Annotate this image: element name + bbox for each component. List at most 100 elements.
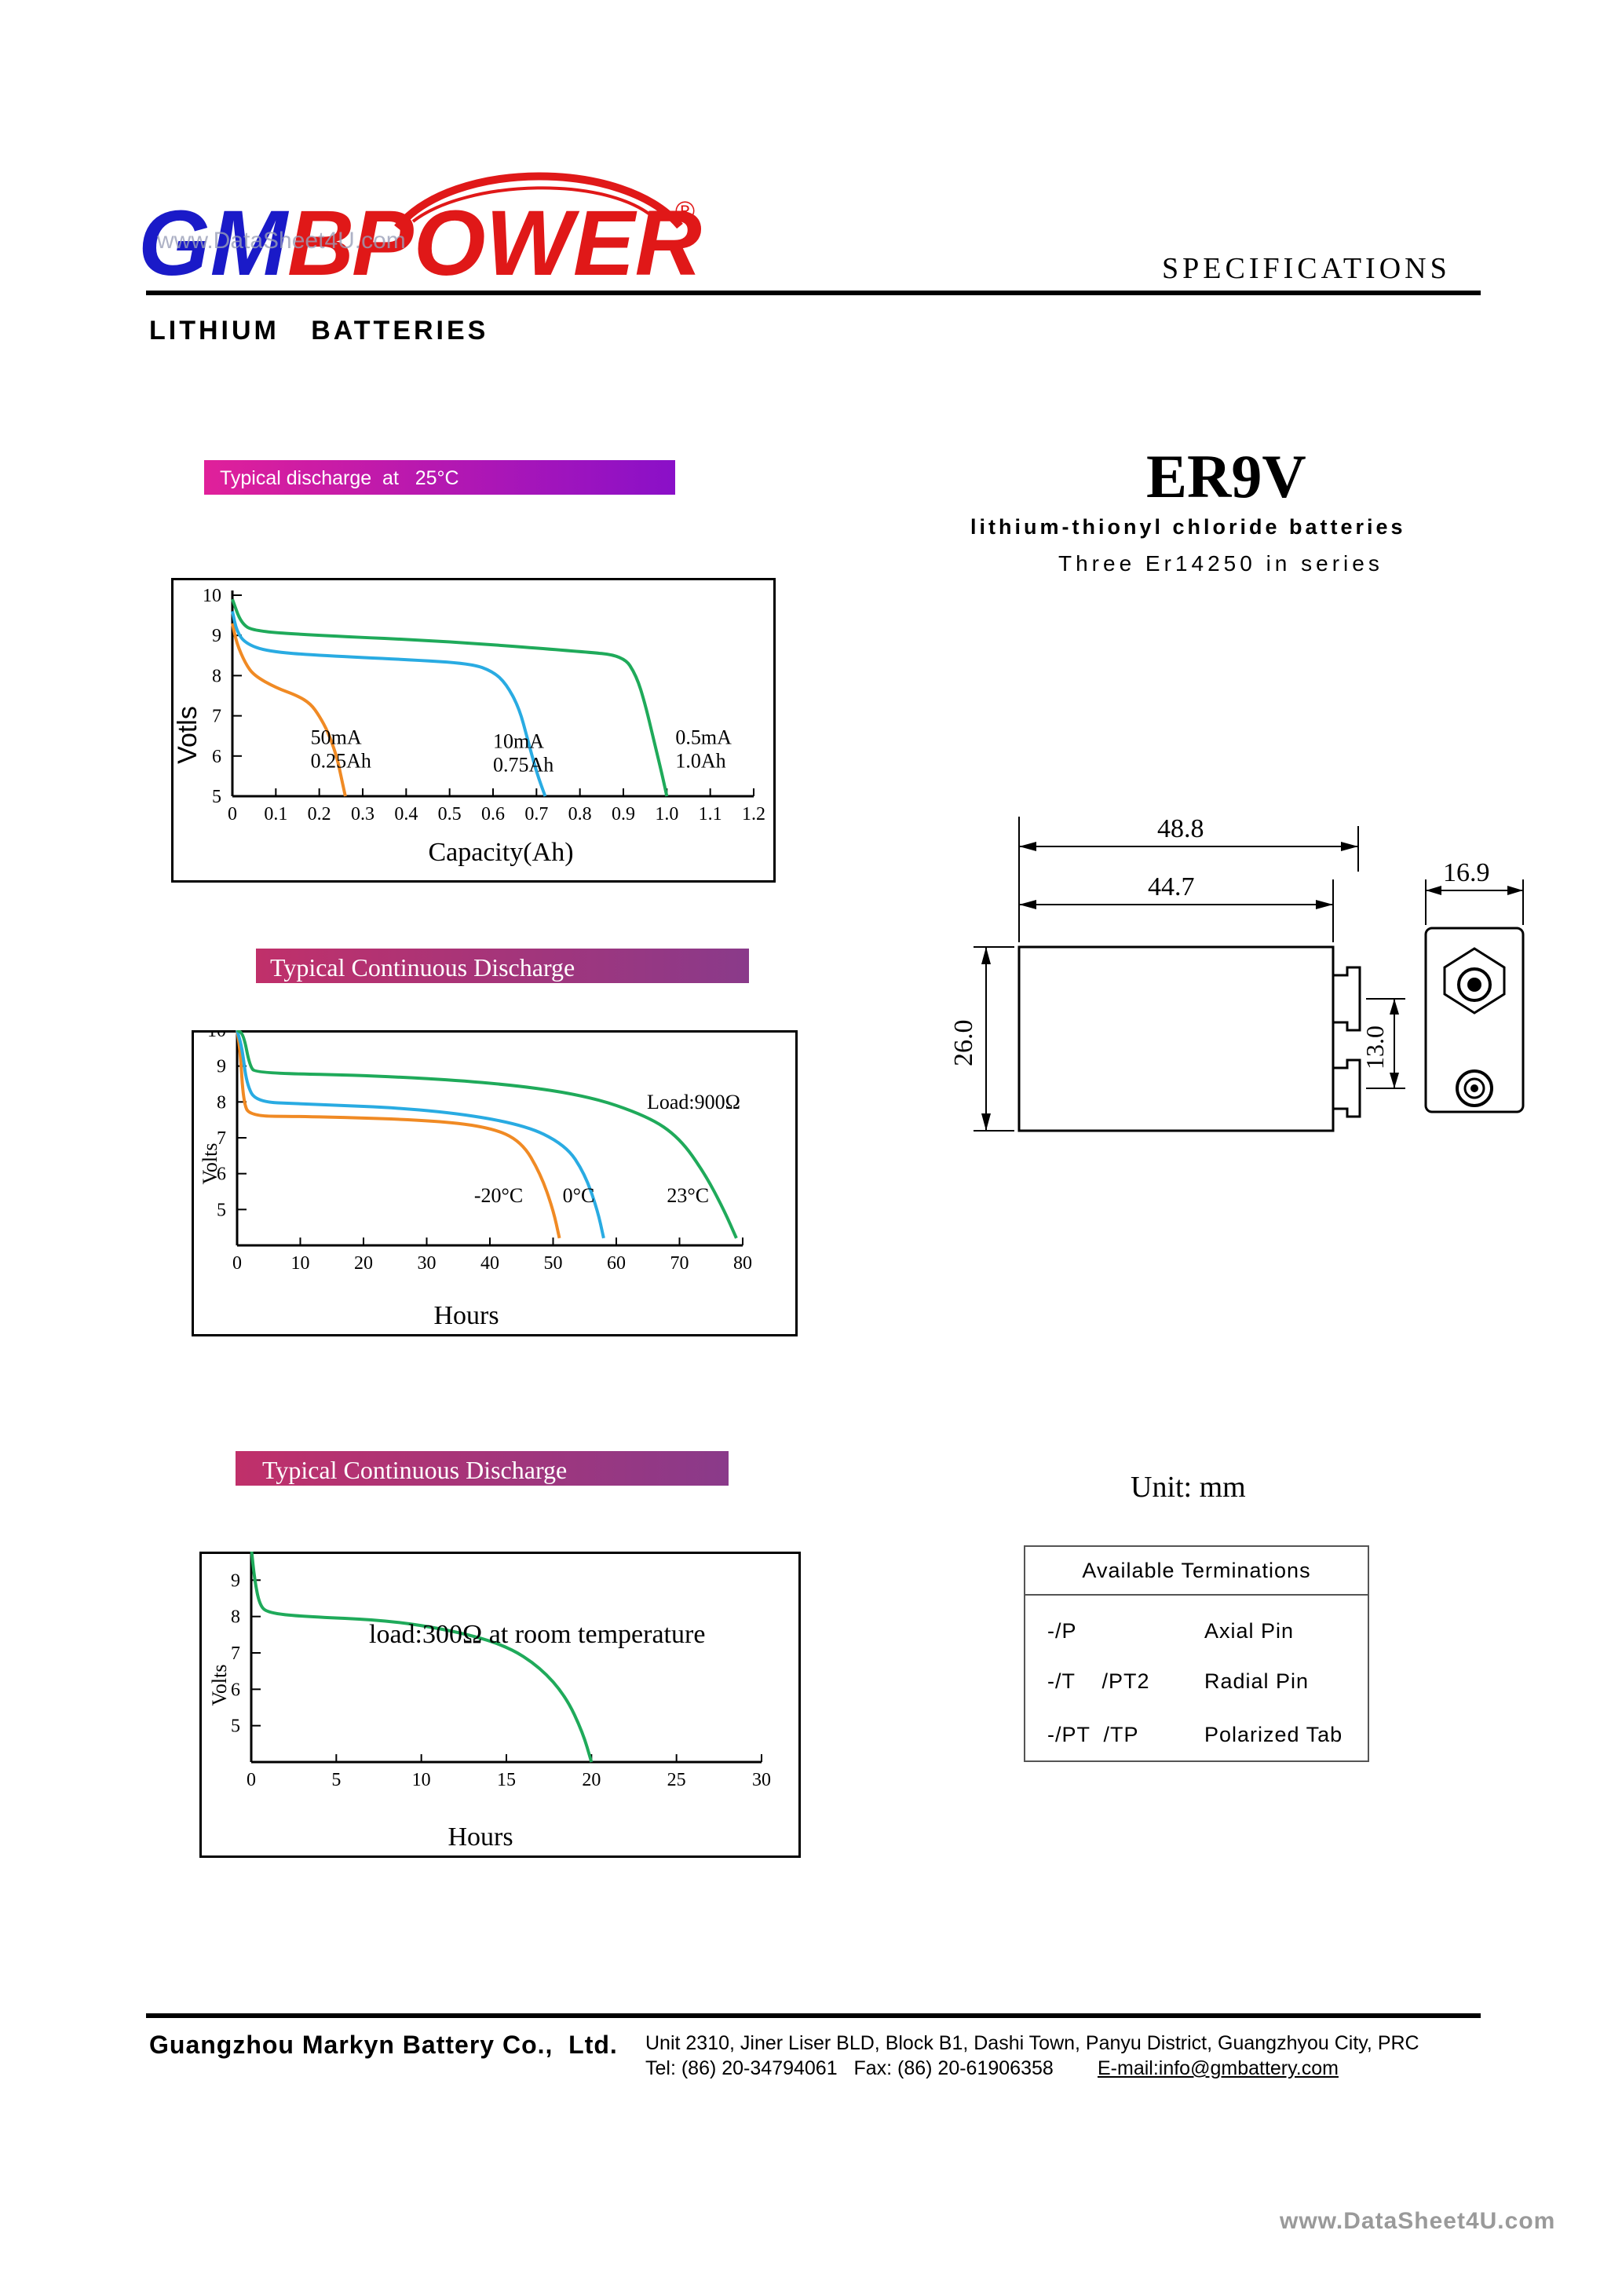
series-label: 1.0Ah xyxy=(675,749,725,772)
y-tick-label: 5 xyxy=(231,1717,240,1737)
x-tick-label: 1.0 xyxy=(655,804,678,824)
chart2-banner: Typical Continuous Discharge xyxy=(256,949,749,983)
arrow-icon xyxy=(1390,1073,1399,1088)
y-axis-label: Volts xyxy=(208,1665,231,1706)
x-tick-label: 60 xyxy=(607,1253,626,1274)
termination-type: Radial Pin xyxy=(1204,1669,1310,1693)
category-title: LITHIUM BATTERIES xyxy=(149,316,489,345)
y-tick-label: 6 xyxy=(212,747,221,767)
svg-text:GM: GM xyxy=(138,192,290,289)
x-tick-label: 80 xyxy=(733,1253,752,1274)
company-address: Unit 2310, Jiner Liser BLD, Block B1, Da… xyxy=(645,2032,1419,2054)
x-tick-label: 0 xyxy=(247,1770,256,1790)
x-tick-label: 10 xyxy=(291,1253,310,1274)
configuration-subtitle: Three Er14250 in series xyxy=(1058,551,1383,576)
arrow-icon xyxy=(1019,900,1036,909)
y-tick-label: 5 xyxy=(217,1200,226,1220)
y-axis-label: Votls xyxy=(173,706,203,764)
y-tick-label: 6 xyxy=(231,1680,240,1700)
termination-type: Axial Pin xyxy=(1204,1619,1295,1643)
y-tick-label: 10 xyxy=(203,586,221,606)
y-tick-label: 6 xyxy=(217,1164,226,1185)
termination-code: -/T /PT2 xyxy=(1047,1669,1150,1693)
y-tick-label: 7 xyxy=(231,1643,240,1664)
series-label: -20°C xyxy=(474,1184,523,1207)
header-rule xyxy=(146,291,1481,295)
series-line xyxy=(231,611,547,797)
chart3-plot: 0 5 10 15 20 25 30 5 6 7 8 9 10 Hours Volts load:300Ω a… xyxy=(208,1552,771,1852)
x-tick-label: 0 xyxy=(228,804,237,824)
x-tick-label: 15 xyxy=(497,1770,516,1790)
x-tick-label: 1.1 xyxy=(699,804,722,824)
chart1-banner-text: Typical discharge at 25°C xyxy=(220,467,459,489)
x-axis-label: Capacity(Ah) xyxy=(428,838,573,867)
chart-annotation: Load:900Ω xyxy=(647,1091,740,1113)
x-tick-label: 0.5 xyxy=(438,804,462,824)
x-tick-label: 0.2 xyxy=(308,804,331,824)
chemistry-subtitle: lithium-thionyl chloride batteries xyxy=(970,515,1406,539)
terminal-negative xyxy=(1333,1058,1361,1118)
unit-label: Unit: mm xyxy=(1131,1471,1246,1504)
x-tick-label: 40 xyxy=(480,1253,499,1274)
terminations-header: Available Terminations xyxy=(1025,1547,1368,1596)
dim-length-total: 48.8 xyxy=(1157,814,1204,843)
logo: GM B POWER xyxy=(138,155,703,295)
chart2-frame xyxy=(192,1030,798,1336)
arrow-icon xyxy=(981,1113,991,1131)
email-link[interactable]: E-mail:info@gmbattery.com xyxy=(1098,2057,1339,2079)
x-tick-label: 20 xyxy=(354,1253,373,1274)
x-tick-label: 25 xyxy=(667,1770,686,1790)
negative-terminal-ring xyxy=(1463,1077,1485,1099)
chart2-plot: 0 10 20 30 40 50 60 70 80 5 6 7 8 9 10 Hours Volts -20°C 0… xyxy=(199,1030,752,1330)
chart3-banner-text: Typical Continuous Discharge xyxy=(262,1456,568,1484)
x-axis-label: Hours xyxy=(448,1823,513,1852)
y-tick-label: 5 xyxy=(212,787,221,807)
chart-annotation: load:300Ω at room temperature xyxy=(369,1620,705,1649)
y-tick-label: 8 xyxy=(231,1607,240,1628)
y-tick-label: 8 xyxy=(217,1092,226,1113)
chart1-banner: Typical discharge at 25°C xyxy=(204,460,675,495)
termination-code: -/PT /TP xyxy=(1047,1723,1139,1746)
dim-length-body: 44.7 xyxy=(1148,872,1195,901)
series-label: 0°C xyxy=(563,1184,595,1207)
series-label: 50mA xyxy=(311,726,362,748)
termination-code: -/P xyxy=(1047,1619,1077,1643)
chart1-frame xyxy=(171,578,776,883)
x-tick-label: 0.3 xyxy=(351,804,374,824)
y-axis-label: Volts xyxy=(199,1143,221,1185)
positive-terminal-center xyxy=(1467,978,1481,992)
series-label: 0.25Ah xyxy=(311,749,371,772)
x-tick-label: 0.7 xyxy=(524,804,548,824)
arrow-icon xyxy=(1507,886,1523,895)
y-tick-label: 10 xyxy=(207,1030,226,1041)
x-tick-label: 50 xyxy=(544,1253,563,1274)
x-tick-label: 1.2 xyxy=(742,804,765,824)
arrow-icon xyxy=(1341,842,1358,851)
company-contact: Tel: (86) 20-34794061 Fax: (86) 20-61906… xyxy=(645,2057,1054,2079)
y-tick-label: 9 xyxy=(217,1057,226,1077)
chart3-frame xyxy=(199,1552,801,1858)
x-tick-label: 0.4 xyxy=(394,804,418,824)
specifications-label: SPECIFICATIONS xyxy=(1162,252,1451,285)
svg-text:B: B xyxy=(287,192,354,289)
positive-terminal-ring xyxy=(1457,967,1492,1002)
y-tick-label: 7 xyxy=(212,707,221,727)
series-label: 0.5mA xyxy=(675,726,732,748)
x-tick-label: 30 xyxy=(752,1770,771,1790)
x-tick-label: 0 xyxy=(232,1253,242,1274)
positive-terminal-icon xyxy=(1443,947,1506,1015)
x-tick-label: 20 xyxy=(582,1770,601,1790)
series-line xyxy=(231,623,347,797)
terminations-table: Available Terminations -/P Axial Pin -/T… xyxy=(1024,1545,1369,1762)
x-tick-label: 0.6 xyxy=(481,804,505,824)
registered-mark: ® xyxy=(675,196,696,226)
arrow-icon xyxy=(1426,886,1441,895)
negative-terminal-icon xyxy=(1456,1069,1493,1107)
model-title: ER9V xyxy=(1146,442,1306,510)
x-tick-label: 5 xyxy=(331,1770,341,1790)
arrow-icon xyxy=(1316,900,1333,909)
x-tick-label: 10 xyxy=(412,1770,431,1790)
chart3-banner: Typical Continuous Discharge xyxy=(236,1451,729,1486)
logo-watermark: www.DataSheet4U.com xyxy=(157,228,406,254)
chart1-plot: 0 0.1 0.2 0.3 0.4 0.5 0.6 0.7 0.8 0.9 1.0 1.1 1.2 5 6 7… xyxy=(173,586,765,867)
